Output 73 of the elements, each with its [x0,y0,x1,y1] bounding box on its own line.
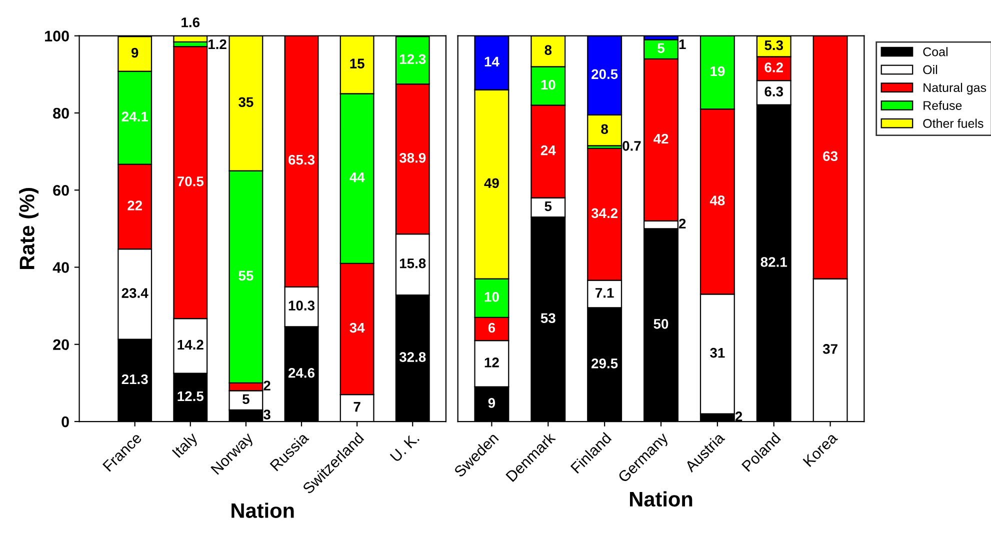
legend-label: Coal [923,47,948,56]
data-label: 37 [822,344,838,354]
data-label: 5 [544,201,552,212]
data-label: 3 [263,410,270,420]
x-axis-title: Nation [232,502,294,518]
data-label: 48 [710,196,725,206]
data-label: 5 [658,43,664,54]
data-label: 12 [484,358,499,368]
data-label: 63 [823,151,838,162]
data-label: 1 [679,39,686,50]
data-label: 53 [540,313,556,324]
data-label: 42 [653,134,668,144]
x-tick-label: Italy [172,431,200,460]
data-label: 2 [264,380,270,390]
legend-label: Natural gas [924,82,986,95]
data-label: 7.1 [596,288,614,298]
y-axis-title: Rate (%) [19,188,39,269]
data-label: 7 [354,402,360,412]
data-label: 12.3 [400,54,426,64]
data-label: 50 [654,318,668,329]
y-tick-label: 0 [62,416,69,428]
data-label: 10.3 [288,300,315,311]
data-label: 14.2 [178,340,204,350]
data-label: 24.6 [288,368,315,378]
data-label: 35 [238,97,254,108]
data-label: 82.1 [760,257,787,267]
data-label: 6.2 [764,62,783,72]
legend-label: Refuse [924,100,962,110]
data-label: 34.2 [591,208,618,218]
data-label: 24.1 [122,112,148,122]
y-tick-label: 60 [53,184,69,196]
data-label: 1.6 [182,17,200,28]
data-label: 22 [128,200,142,210]
legend-label: Other fuels [923,118,984,128]
data-label: 6 [488,322,496,333]
data-label: 23.4 [122,288,148,298]
data-label: 32.8 [399,352,426,362]
data-label: 8 [601,124,608,134]
data-label: 20.5 [592,69,618,80]
data-label: 10 [484,292,499,302]
data-label: 49 [484,178,499,188]
data-label: 19 [710,66,725,76]
legend-label: Oil [923,64,938,74]
x-tick-label: U. K. [390,432,420,462]
data-label: 5 [242,394,250,404]
data-label: 10 [541,80,556,90]
data-label: 21.3 [122,374,148,384]
data-label: 9 [488,398,496,408]
data-label: 8 [544,45,552,55]
data-label: 15 [350,58,364,68]
data-label: 5.3 [764,40,784,50]
x-axis-title: Nation [630,491,692,507]
data-label: 24 [540,145,556,156]
data-label: 2 [678,218,686,228]
data-label: 15.8 [400,258,426,268]
data-label: 44 [350,172,365,182]
data-label: 34 [350,322,365,333]
data-label: 1.2 [208,39,226,50]
data-label: 9 [131,48,138,58]
y-tick-label: 100 [45,30,69,42]
y-tick-label: 20 [53,339,69,350]
data-label: 38.9 [399,152,426,163]
y-tick-label: 80 [53,108,69,119]
data-label: 0.7 [622,140,641,151]
data-label: 31 [710,348,725,358]
data-label: 65.3 [288,154,315,165]
data-label: 14 [484,56,500,66]
data-label: 70.5 [177,176,204,186]
data-label: 12.5 [178,391,204,402]
data-label: 55 [238,270,254,281]
data-label: 6.3 [764,86,784,96]
data-label: 29.5 [592,358,618,368]
y-tick-label: 40 [52,262,69,273]
